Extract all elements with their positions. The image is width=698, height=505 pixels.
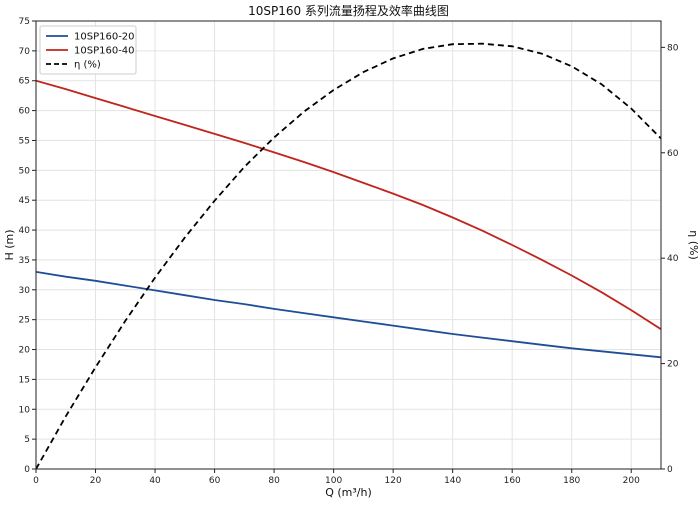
y2-tick-label: 40 (667, 254, 679, 264)
series-line-2 (36, 79, 661, 330)
x-tick-label: 40 (149, 476, 161, 486)
y2-tick-label: 0 (667, 465, 673, 475)
x-tick-label: 160 (504, 476, 521, 486)
x-tick-label: 100 (325, 476, 342, 486)
x-tick-label: 0 (33, 476, 39, 486)
x-axis-ticks: 0 20 40 60 80 100 120 140 160 180 200 (33, 469, 640, 486)
legend-box (39, 25, 137, 75)
y-tick-label: 70 (19, 47, 31, 57)
legend-label: 10SP160-40 (74, 46, 135, 57)
y-tick-label: 5 (24, 435, 30, 445)
legend-label: η (%) (74, 60, 101, 71)
y2-tick-label: 80 (667, 43, 679, 53)
y-tick-label: 15 (19, 375, 30, 385)
legend-label: 10SP160-20 (74, 32, 135, 43)
x-tick-label: 180 (563, 476, 580, 486)
y-tick-label: 10 (19, 405, 31, 415)
y2-tick-label: 60 (667, 149, 679, 159)
x-tick-label: 20 (90, 476, 102, 486)
y-tick-label: 0 (24, 465, 30, 475)
right-y-axis-label: η (%) (687, 230, 698, 260)
y-tick-label: 20 (19, 346, 31, 356)
series-line-3 (36, 42, 661, 469)
y-tick-label: 55 (19, 136, 30, 146)
y-tick-label: 45 (19, 196, 30, 206)
y2-tick-label: 20 (667, 360, 679, 370)
x-axis-label: Q (m³/h) (325, 486, 372, 499)
x-tick-label: 80 (268, 476, 280, 486)
right-y-axis-ticks: 0 20 40 60 80 (661, 43, 679, 475)
y-tick-label: 40 (19, 226, 31, 236)
grid-lines (35, 20, 661, 470)
y-tick-label: 75 (19, 17, 30, 27)
y-tick-label: 65 (19, 77, 30, 87)
y-tick-label: 60 (19, 107, 31, 117)
y-tick-label: 25 (19, 316, 30, 326)
y-tick-label: 50 (19, 166, 31, 176)
x-tick-label: 120 (385, 476, 402, 486)
x-tick-label: 140 (444, 476, 461, 486)
x-tick-label: 60 (209, 476, 221, 486)
chart-title: 10SP160 系列流量扬程及效率曲线图 (248, 3, 449, 18)
legend: 10SP160-20 10SP160-40 η (%) (39, 25, 137, 75)
series-layer (36, 42, 661, 469)
x-tick-label: 200 (623, 476, 640, 486)
left-y-axis-label: H (m) (3, 229, 16, 260)
series-line-1 (36, 271, 661, 359)
y-tick-label: 35 (19, 256, 30, 266)
left-y-axis-ticks: 0 5 10 15 20 25 30 35 40 45 50 55 60 65 70 75 (19, 17, 36, 475)
plot-frame (35, 20, 662, 470)
y-tick-label: 30 (19, 286, 31, 296)
